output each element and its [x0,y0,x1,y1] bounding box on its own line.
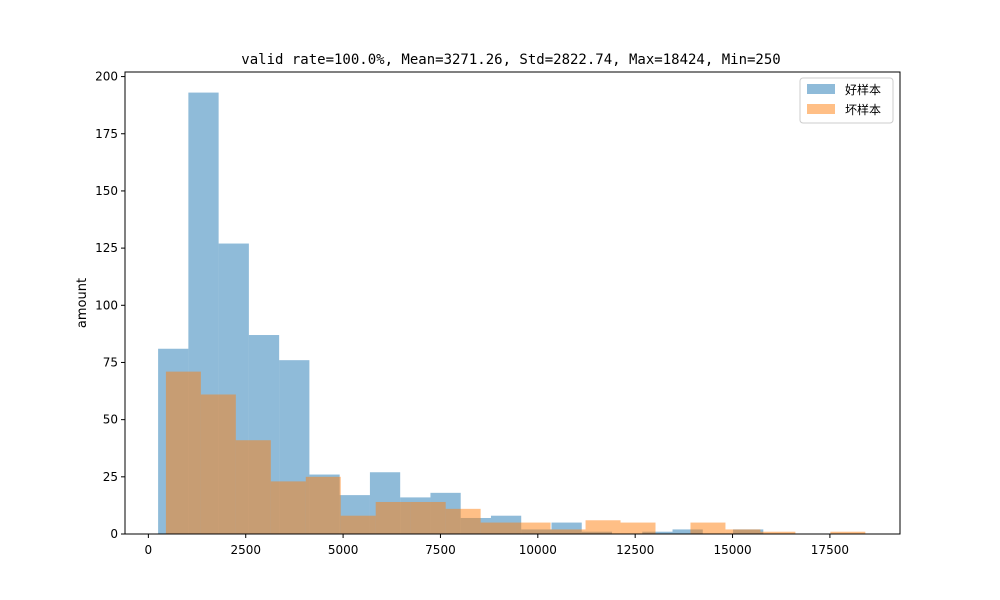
y-tick-label: 25 [103,470,118,484]
legend-swatch [807,84,835,94]
x-tick-label: 15000 [713,543,751,557]
histogram-bar-series2 [375,501,411,534]
legend-swatch [807,104,835,114]
x-tick-label: 0 [145,543,153,557]
histogram-bar-series2 [270,481,306,534]
y-tick-label: 50 [103,413,118,427]
histogram-bar-series2 [235,440,271,534]
histogram-bar-series2 [165,371,201,534]
histogram-bar-series2 [725,529,761,534]
histogram-bar-series2 [410,501,446,534]
histogram-bar-series2 [480,522,516,534]
x-tick-label: 10000 [519,543,557,557]
histogram-bar-series1 [672,529,703,534]
histogram-bar-series1 [642,531,673,534]
y-axis-label: amount [75,278,90,328]
histogram-bar-series1 [551,522,582,534]
legend-label: 坏样本 [845,102,881,117]
histogram-bar-series2 [620,522,656,534]
histogram-bar-series2 [585,520,621,534]
histogram-bar-series2 [830,531,866,534]
x-tick-label: 2500 [230,543,261,557]
histogram-bar-series2 [515,522,551,534]
x-tick-label: 12500 [616,543,654,557]
y-tick-label: 75 [103,355,118,369]
histogram-bar-series2 [200,394,236,534]
y-tick-label: 100 [95,298,118,312]
y-tick-label: 0 [110,527,118,541]
histogram-bar-series2 [760,531,796,534]
legend-label: 好样本 [845,82,881,97]
y-tick-label: 200 [95,70,118,84]
x-tick-label: 5000 [328,543,359,557]
chart-title: valid rate=100.0%, Mean=3271.26, Std=282… [241,52,780,68]
histogram-bar-series2 [690,522,726,534]
y-tick-label: 125 [95,241,118,255]
x-tick-label: 7500 [425,543,456,557]
histogram-bar-series2 [550,529,586,534]
histogram-bar-series2 [305,476,341,534]
y-tick-label: 175 [95,127,118,141]
histogram-bar-series2 [340,515,376,534]
histogram-bar-series2 [445,508,481,534]
plot-area-frame [124,71,901,535]
x-tick-label: 17500 [811,543,849,557]
y-tick-label: 150 [95,184,118,198]
